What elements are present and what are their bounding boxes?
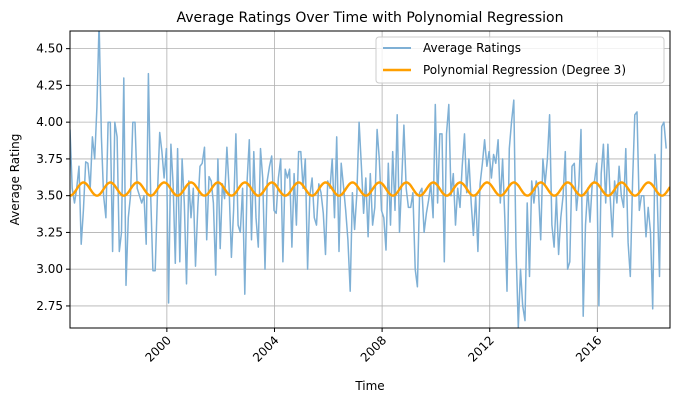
x-tick-label: 2000	[142, 333, 173, 364]
y-tick-label: 3.00	[36, 262, 63, 276]
x-tick-label: 2016	[573, 333, 604, 364]
x-axis-title: Time	[354, 379, 384, 393]
y-tick-label: 2.75	[36, 299, 63, 313]
series-layer	[70, 31, 670, 328]
legend-label-average-ratings: Average Ratings	[423, 41, 521, 55]
y-tick-label: 3.50	[36, 189, 63, 203]
legend-label-polynomial-regression: Polynomial Regression (Degree 3)	[423, 63, 626, 77]
series-polynomial-regression	[70, 181, 670, 197]
x-tick-label: 2004	[250, 333, 281, 364]
y-tick-label: 3.75	[36, 152, 63, 166]
y-tick-label: 4.00	[36, 115, 63, 129]
y-tick-label: 3.25	[36, 225, 63, 239]
legend-box	[375, 36, 665, 84]
y-tick-label: 4.25	[36, 78, 63, 92]
y-tick-label: 4.50	[36, 42, 63, 56]
x-axis: 2000 2004 2008 2012 2016	[142, 328, 604, 365]
legend: Average Ratings Polynomial Regression (D…	[375, 36, 665, 84]
x-tick-label: 2008	[358, 333, 389, 364]
chart-title: Average Ratings Over Time with Polynomia…	[177, 10, 564, 26]
y-axis-title: Average Rating	[8, 134, 22, 226]
y-axis: 2.75 3.00 3.25 3.50 3.75 4.00 4.25 4.50	[36, 42, 70, 313]
plot-frame	[69, 30, 671, 329]
x-tick-label: 2012	[465, 333, 496, 364]
series-average-ratings	[70, 31, 667, 328]
